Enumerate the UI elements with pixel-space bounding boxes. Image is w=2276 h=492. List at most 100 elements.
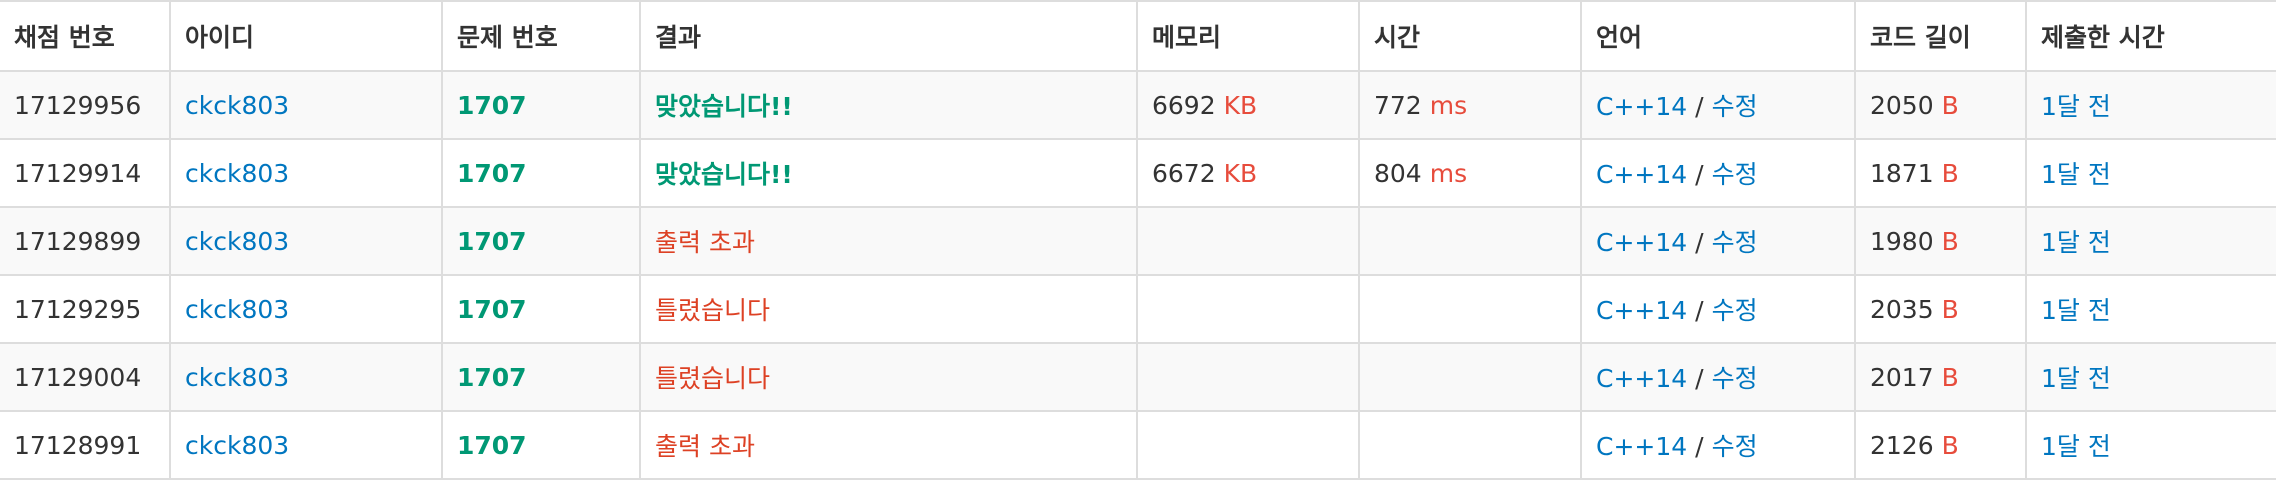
problem-id-link[interactable]: 1707 <box>457 430 527 460</box>
edit-link[interactable]: 수정 <box>1711 432 1758 461</box>
problem-id-link[interactable]: 1707 <box>457 294 527 324</box>
code-length-cell: 2126 B <box>1854 410 2027 480</box>
submitted-time-cell: 1달 전 <box>2025 410 2276 480</box>
memory-cell <box>1136 274 1360 344</box>
result-text: 틀렸습니다 <box>655 364 771 393</box>
result-text: 출력 초과 <box>655 432 755 461</box>
edit-link[interactable]: 수정 <box>1711 228 1758 257</box>
memory-cell <box>1136 410 1360 480</box>
edit-link[interactable]: 수정 <box>1711 92 1758 121</box>
user-id-link[interactable]: ckck803 <box>185 362 290 392</box>
language-separator: / <box>1695 296 1704 325</box>
table-row: 17129295 ckck803 1707 틀렸습니다 C++14/수정 203… <box>0 274 2276 344</box>
language-separator: / <box>1695 92 1704 121</box>
language-cell: C++14/수정 <box>1580 138 1856 208</box>
language-link[interactable]: C++14 <box>1596 364 1688 393</box>
user-id-link[interactable]: ckck803 <box>185 430 290 460</box>
user-id-cell: ckck803 <box>169 274 443 344</box>
submitted-time-cell: 1달 전 <box>2025 138 2276 208</box>
submitted-time-link[interactable]: 1달 전 <box>2041 160 2111 189</box>
problem-id-link[interactable]: 1707 <box>457 362 527 392</box>
submission-id: 17129899 <box>14 226 142 256</box>
result-cell: 틀렸습니다 <box>639 342 1138 412</box>
memory-cell: 6692 KB <box>1136 70 1360 140</box>
table-header-row: 채점 번호 아이디 문제 번호 결과 메모리 시간 언어 코드 길이 제출한 시… <box>0 0 2276 72</box>
submitted-time-link[interactable]: 1달 전 <box>2041 228 2111 257</box>
user-id-link[interactable]: ckck803 <box>185 158 290 188</box>
language-link[interactable]: C++14 <box>1596 432 1688 461</box>
submission-id: 17129004 <box>14 362 142 392</box>
language-link[interactable]: C++14 <box>1596 228 1688 257</box>
result-cell: 출력 초과 <box>639 206 1138 276</box>
submission-id-cell: 17129295 <box>0 274 171 344</box>
column-header-time: 시간 <box>1358 0 1582 72</box>
time-cell: 772 ms <box>1358 70 1582 140</box>
user-id-cell: ckck803 <box>169 342 443 412</box>
column-header-code-length: 코드 길이 <box>1854 0 2027 72</box>
memory-cell <box>1136 342 1360 412</box>
edit-link[interactable]: 수정 <box>1711 296 1758 325</box>
code-length-value: 2035 <box>1870 294 1934 324</box>
problem-id-cell: 1707 <box>441 410 641 480</box>
problem-id-cell: 1707 <box>441 342 641 412</box>
result-text: 맞았습니다!! <box>655 92 793 121</box>
language-separator: / <box>1695 432 1704 461</box>
user-id-cell: ckck803 <box>169 206 443 276</box>
user-id-link[interactable]: ckck803 <box>185 226 290 256</box>
submission-id: 17128991 <box>14 430 142 460</box>
language-link[interactable]: C++14 <box>1596 92 1688 121</box>
code-length-value: 1980 <box>1870 226 1934 256</box>
problem-id-cell: 1707 <box>441 206 641 276</box>
user-id-link[interactable]: ckck803 <box>185 294 290 324</box>
time-value: 804 <box>1374 158 1422 188</box>
code-length-value: 2126 <box>1870 430 1934 460</box>
language-link[interactable]: C++14 <box>1596 296 1688 325</box>
table-row: 17129956 ckck803 1707 맞았습니다!! 6692 KB 772… <box>0 70 2276 140</box>
result-text: 맞았습니다!! <box>655 160 793 189</box>
column-header-problem-id: 문제 번호 <box>441 0 641 72</box>
memory-value: 6672 <box>1152 158 1216 188</box>
code-length-cell: 2035 B <box>1854 274 2027 344</box>
language-separator: / <box>1695 364 1704 393</box>
problem-id-link[interactable]: 1707 <box>457 226 527 256</box>
edit-link[interactable]: 수정 <box>1711 364 1758 393</box>
table-row: 17129899 ckck803 1707 출력 초과 C++14/수정 198… <box>0 206 2276 276</box>
memory-unit: KB <box>1223 90 1258 120</box>
column-header-submitted-time: 제출한 시간 <box>2025 0 2276 72</box>
user-id-cell: ckck803 <box>169 70 443 140</box>
memory-cell <box>1136 206 1360 276</box>
time-cell <box>1358 410 1582 480</box>
language-cell: C++14/수정 <box>1580 342 1856 412</box>
submission-id: 17129956 <box>14 90 142 120</box>
language-cell: C++14/수정 <box>1580 410 1856 480</box>
column-header-language: 언어 <box>1580 0 1856 72</box>
submitted-time-link[interactable]: 1달 전 <box>2041 364 2111 393</box>
language-link[interactable]: C++14 <box>1596 160 1688 189</box>
user-id-cell: ckck803 <box>169 410 443 480</box>
problem-id-cell: 1707 <box>441 70 641 140</box>
problem-id-link[interactable]: 1707 <box>457 90 527 120</box>
submission-id: 17129295 <box>14 294 142 324</box>
edit-link[interactable]: 수정 <box>1711 160 1758 189</box>
result-text: 출력 초과 <box>655 228 755 257</box>
column-header-user-id: 아이디 <box>169 0 443 72</box>
code-length-cell: 2017 B <box>1854 342 2027 412</box>
submitted-time-cell: 1달 전 <box>2025 206 2276 276</box>
time-value: 772 <box>1374 90 1422 120</box>
submitted-time-link[interactable]: 1달 전 <box>2041 92 2111 121</box>
user-id-link[interactable]: ckck803 <box>185 90 290 120</box>
submitted-time-cell: 1달 전 <box>2025 70 2276 140</box>
code-length-unit: B <box>1941 90 1959 120</box>
memory-cell: 6672 KB <box>1136 138 1360 208</box>
memory-value: 6692 <box>1152 90 1216 120</box>
code-length-value: 2050 <box>1870 90 1934 120</box>
language-separator: / <box>1695 160 1704 189</box>
submission-id-cell: 17129956 <box>0 70 171 140</box>
time-unit: ms <box>1429 158 1468 188</box>
submitted-time-cell: 1달 전 <box>2025 274 2276 344</box>
submitted-time-link[interactable]: 1달 전 <box>2041 296 2111 325</box>
submitted-time-link[interactable]: 1달 전 <box>2041 432 2111 461</box>
submitted-time-cell: 1달 전 <box>2025 342 2276 412</box>
language-separator: / <box>1695 228 1704 257</box>
problem-id-link[interactable]: 1707 <box>457 158 527 188</box>
